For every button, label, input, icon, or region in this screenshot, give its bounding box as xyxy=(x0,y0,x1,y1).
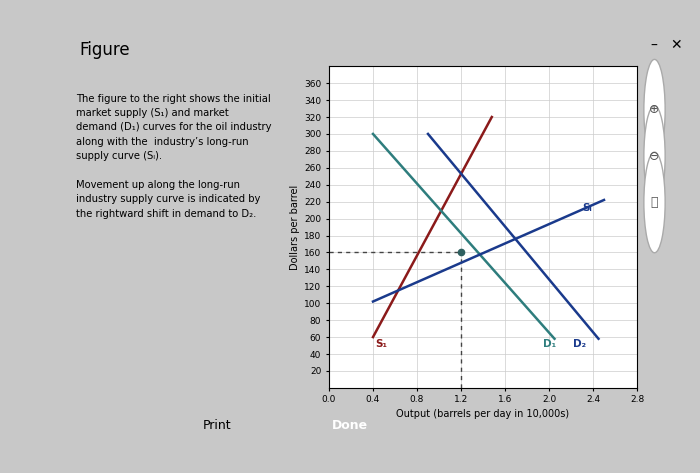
Text: The figure to the right shows the initial
market supply (S₁) and market
demand (: The figure to the right shows the initia… xyxy=(76,94,271,219)
Text: S₁: S₁ xyxy=(375,339,387,349)
Text: ⊕: ⊕ xyxy=(650,103,659,116)
Circle shape xyxy=(644,60,665,160)
Text: Sₗ: Sₗ xyxy=(582,203,591,213)
Text: Figure: Figure xyxy=(79,41,130,59)
X-axis label: Output (barrels per day in 10,000s): Output (barrels per day in 10,000s) xyxy=(396,409,570,419)
Text: ⧉: ⧉ xyxy=(651,196,658,209)
Text: ⊖: ⊖ xyxy=(650,149,659,163)
Text: D₂: D₂ xyxy=(573,339,587,349)
Y-axis label: Dollars per barrel: Dollars per barrel xyxy=(290,184,300,270)
Text: D₁: D₁ xyxy=(543,339,556,349)
Text: Done: Done xyxy=(332,419,368,432)
Circle shape xyxy=(644,106,665,206)
Circle shape xyxy=(644,152,665,253)
Text: Print: Print xyxy=(203,419,231,432)
Text: –   ✕: – ✕ xyxy=(651,38,682,52)
